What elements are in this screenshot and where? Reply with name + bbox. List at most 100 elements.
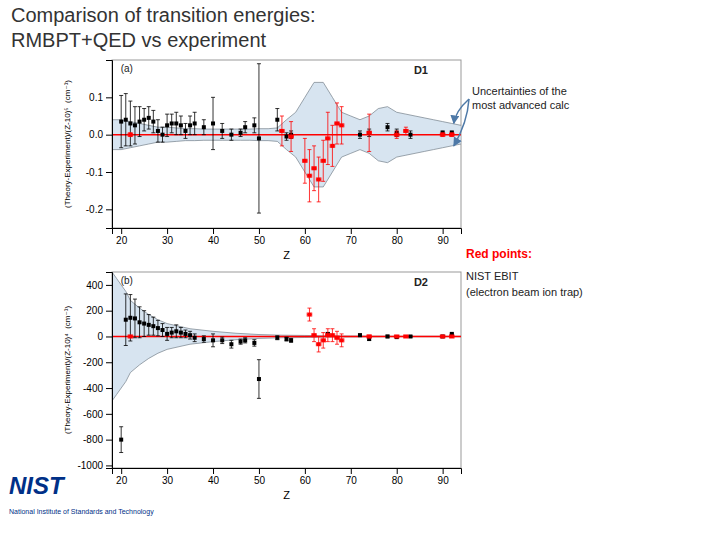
point-group [243, 122, 247, 133]
tick-mark [106, 97, 112, 98]
error-cap [142, 336, 146, 337]
point-group [358, 333, 362, 337]
point-group [161, 324, 165, 337]
error-cap [220, 343, 224, 344]
error-cap [211, 149, 215, 150]
tick-label: 50 [254, 235, 266, 246]
error-cap [289, 121, 293, 122]
point-group [183, 123, 187, 138]
tick: 20 [116, 228, 128, 246]
tick: 0.1 [89, 92, 112, 103]
point-group [147, 315, 151, 336]
point [138, 120, 142, 124]
tick-label: 20 [116, 475, 128, 486]
tick: 50 [254, 468, 266, 486]
point [211, 338, 215, 342]
point-group [289, 338, 293, 342]
series-band [112, 82, 461, 187]
point-group [394, 131, 399, 138]
error-cap [156, 320, 160, 321]
point [450, 133, 454, 137]
point-group [307, 308, 312, 321]
point [138, 320, 142, 324]
error-cap [133, 299, 137, 300]
point-group [128, 133, 133, 137]
point [340, 123, 344, 127]
tick-label: -0.1 [86, 167, 104, 178]
point-group [367, 334, 372, 338]
point [367, 334, 371, 338]
error-cap [193, 134, 197, 135]
error-cap [151, 317, 155, 318]
point-group [128, 101, 132, 146]
point-group [450, 133, 455, 137]
point [335, 336, 339, 340]
error-cap [161, 142, 165, 143]
tick: 400 [86, 280, 112, 291]
tick: 200 [86, 305, 112, 316]
error-cap [142, 130, 146, 131]
tick-mark [213, 468, 214, 474]
point [321, 338, 325, 342]
point [441, 133, 445, 137]
point-group [395, 335, 399, 339]
error-cap [285, 140, 289, 141]
error-cap [229, 129, 233, 130]
point [133, 123, 137, 127]
error-cap [119, 95, 123, 96]
band-upper-edge [112, 82, 461, 129]
error-cap [307, 308, 311, 309]
point-group [303, 138, 308, 183]
error-cap [142, 108, 146, 109]
error-cap [151, 335, 155, 336]
error-cap [330, 341, 334, 342]
point-group [321, 140, 326, 181]
point-group [404, 334, 409, 338]
error-cap [303, 138, 307, 139]
error-cap [193, 341, 197, 342]
point [317, 177, 321, 181]
point-group [358, 131, 362, 138]
error-cap [202, 342, 206, 343]
point [202, 125, 206, 129]
annotation: most advanced calc [472, 99, 570, 111]
point [193, 121, 197, 125]
error-cap [252, 132, 256, 133]
tick-label: 90 [438, 235, 450, 246]
error-cap [151, 110, 155, 111]
point [395, 133, 399, 137]
error-cap [386, 130, 390, 131]
y-axis-title: (Theory-Experiment)/(Z-10)⁴ (cm⁻¹) [63, 306, 72, 434]
point [285, 337, 289, 341]
tick-mark [259, 468, 260, 474]
error-cap [330, 125, 334, 126]
point [367, 131, 371, 135]
annotation: National Institute of Standards and Tech… [9, 508, 154, 516]
tick: -1000 [77, 460, 112, 471]
point [183, 332, 187, 336]
point [275, 336, 279, 340]
band-lower-edge [112, 140, 461, 187]
error-cap [229, 340, 233, 341]
error-cap [229, 348, 233, 349]
error-cap [243, 342, 247, 343]
tick: 60 [300, 468, 312, 486]
tick: 90 [438, 468, 450, 486]
error-cap [367, 151, 371, 152]
error-cap [303, 183, 307, 184]
error-cap [326, 112, 330, 113]
point [330, 144, 334, 148]
point-group [440, 334, 445, 338]
annotation: (a) [121, 63, 133, 74]
error-cap [312, 328, 316, 329]
panel: 2030405060708090-0.2-0.10.00.1Z(Theory-E… [63, 60, 462, 261]
y-axis: -1000-800-600-400-2000200400 [77, 273, 112, 472]
tick-mark [106, 311, 112, 312]
point [289, 135, 293, 139]
point [441, 334, 445, 338]
error-cap [156, 119, 160, 120]
point-group [252, 340, 256, 346]
point [257, 377, 261, 381]
plot-area [112, 64, 461, 213]
error-cap [165, 136, 169, 137]
